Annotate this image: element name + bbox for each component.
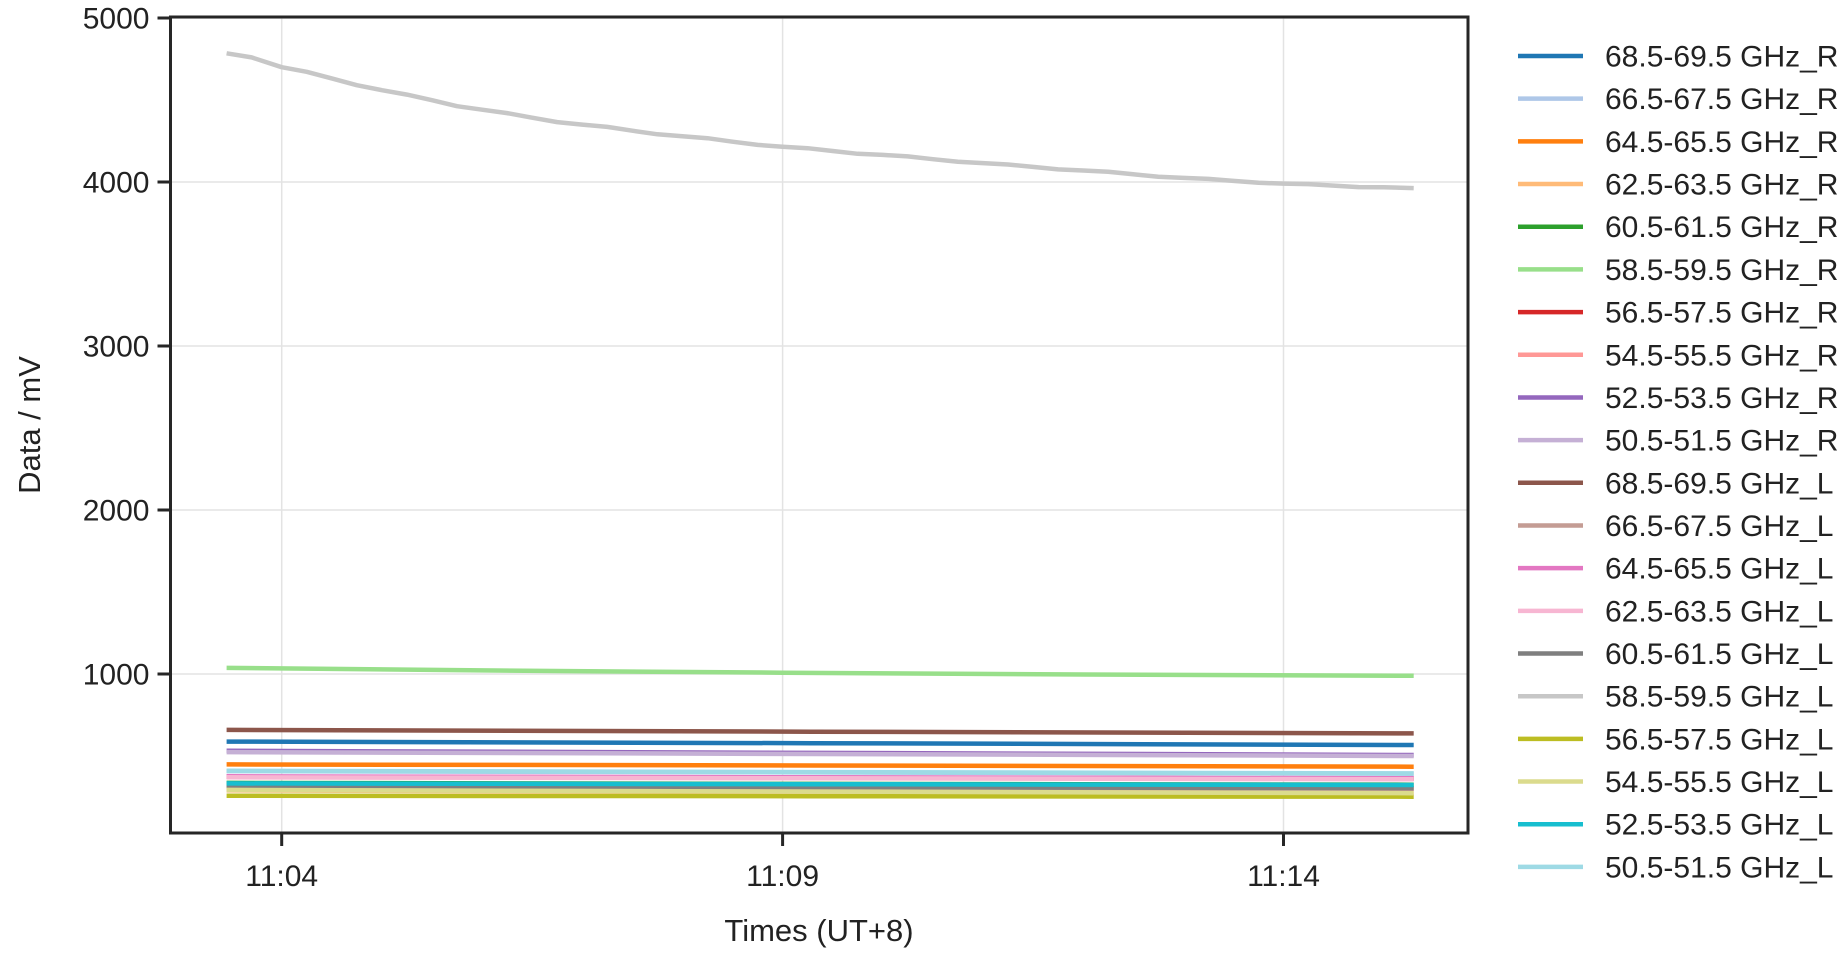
series-line-58-5-59-5-ghz-l xyxy=(226,51,1414,191)
series-line-50-5-51-5-ghz-l xyxy=(226,768,1414,776)
legend-label: 52.5-53.5 GHz_R xyxy=(1605,382,1838,415)
y-tick-label: 2000 xyxy=(83,495,150,528)
series-lines xyxy=(226,51,1414,799)
legend-label: 56.5-57.5 GHz_R xyxy=(1605,297,1838,330)
legend-label: 50.5-51.5 GHz_R xyxy=(1605,425,1838,458)
legend-label: 68.5-69.5 GHz_L xyxy=(1605,467,1833,500)
axis-ticks: 1000 2000 3000 4000 5000 11:04 11:09 11:14 xyxy=(83,3,1320,894)
legend-entry: 68.5-69.5 GHz_L xyxy=(1518,467,1833,500)
series-line-50-5-51-5-ghz-r xyxy=(226,749,1414,759)
legend-entry: 64.5-65.5 GHz_L xyxy=(1518,553,1833,586)
legend-entry: 66.5-67.5 GHz_R xyxy=(1518,83,1838,116)
legend-entry: 50.5-51.5 GHz_R xyxy=(1518,425,1838,458)
series-line-62-5-63-5-ghz-l xyxy=(226,775,1414,782)
legend-entry: 60.5-61.5 GHz_R xyxy=(1518,211,1838,244)
series-line-54-5-55-5-ghz-l xyxy=(226,787,1414,796)
legend-entry: 68.5-69.5 GHz_R xyxy=(1518,41,1838,74)
y-tick-label: 3000 xyxy=(83,331,150,364)
x-axis-label: Times (UT+8) xyxy=(724,913,914,948)
legend-label: 66.5-67.5 GHz_L xyxy=(1605,510,1833,543)
grid-lines xyxy=(170,17,1468,833)
plot-border xyxy=(169,15,1470,835)
legend-label: 58.5-59.5 GHz_L xyxy=(1605,681,1833,714)
legend-label: 56.5-57.5 GHz_L xyxy=(1605,723,1833,756)
y-tick-label: 5000 xyxy=(83,3,150,36)
legend-entry: 54.5-55.5 GHz_L xyxy=(1518,766,1833,799)
series-line-58-5-59-5-ghz-r xyxy=(226,665,1414,679)
legend-label: 66.5-67.5 GHz_R xyxy=(1605,83,1838,116)
legend-label: 50.5-51.5 GHz_L xyxy=(1605,851,1833,884)
legend-entry: 56.5-57.5 GHz_L xyxy=(1518,723,1833,756)
legend-entry: 52.5-53.5 GHz_L xyxy=(1518,809,1833,842)
series-line-68-5-69-5-ghz-r xyxy=(226,739,1414,748)
legend-label: 54.5-55.5 GHz_L xyxy=(1605,766,1833,799)
legend: 68.5-69.5 GHz_R 66.5-67.5 GHz_R 64.5-65.5 … xyxy=(1518,41,1838,884)
series-line-52-5-53-5-ghz-l xyxy=(226,781,1414,788)
series-line-64-5-65-5-ghz-r xyxy=(226,762,1414,769)
legend-entry: 64.5-65.5 GHz_R xyxy=(1518,126,1838,159)
legend-entry: 52.5-53.5 GHz_R xyxy=(1518,382,1838,415)
legend-entry: 50.5-51.5 GHz_L xyxy=(1518,851,1833,884)
x-tick-label: 11:14 xyxy=(1247,860,1320,893)
series-line-68-5-69-5-ghz-l xyxy=(226,727,1414,736)
legend-label: 64.5-65.5 GHz_L xyxy=(1605,553,1833,586)
x-tick-label: 11:04 xyxy=(245,860,318,893)
y-tick-label: 4000 xyxy=(83,167,150,200)
series-line-56-5-57-5-ghz-l xyxy=(226,793,1414,799)
y-tick-label: 1000 xyxy=(83,659,150,692)
y-axis-label: Data / mV xyxy=(12,356,47,494)
legend-label: 54.5-55.5 GHz_R xyxy=(1605,339,1838,372)
legend-entry: 58.5-59.5 GHz_L xyxy=(1518,681,1833,714)
series-line-60-5-61-5-ghz-l xyxy=(226,783,1414,791)
legend-entry: 58.5-59.5 GHz_R xyxy=(1518,254,1838,287)
legend-entry: 62.5-63.5 GHz_R xyxy=(1518,169,1838,202)
legend-label: 52.5-53.5 GHz_L xyxy=(1605,809,1833,842)
legend-label: 68.5-69.5 GHz_R xyxy=(1605,41,1838,74)
legend-label: 60.5-61.5 GHz_L xyxy=(1605,638,1833,671)
legend-label: 62.5-63.5 GHz_L xyxy=(1605,595,1833,628)
legend-entry: 60.5-61.5 GHz_L xyxy=(1518,638,1833,671)
legend-label: 64.5-65.5 GHz_R xyxy=(1605,126,1838,159)
legend-label: 58.5-59.5 GHz_R xyxy=(1605,254,1838,287)
legend-entry: 54.5-55.5 GHz_R xyxy=(1518,339,1838,372)
legend-entry: 56.5-57.5 GHz_R xyxy=(1518,297,1838,330)
legend-entry: 62.5-63.5 GHz_L xyxy=(1518,595,1833,628)
legend-label: 62.5-63.5 GHz_R xyxy=(1605,169,1838,202)
legend-label: 60.5-61.5 GHz_R xyxy=(1605,211,1838,244)
x-tick-label: 11:09 xyxy=(746,860,819,893)
legend-entry: 66.5-67.5 GHz_L xyxy=(1518,510,1833,543)
